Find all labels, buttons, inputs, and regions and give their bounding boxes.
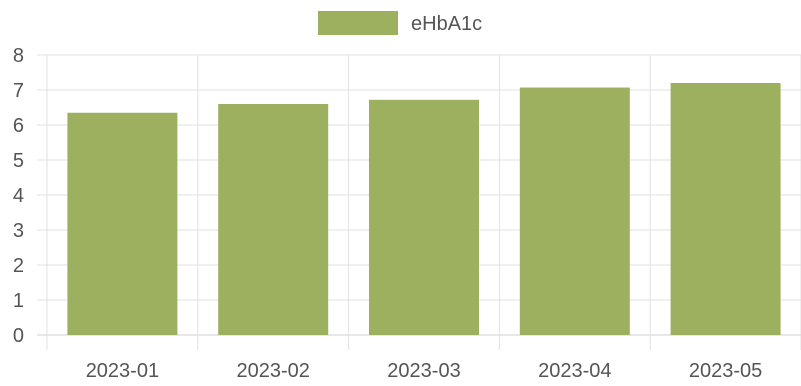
legend-label: eHbA1c — [411, 13, 482, 35]
y-tick-label: 6 — [13, 115, 24, 137]
legend[interactable]: eHbA1c — [318, 11, 482, 35]
legend-swatch — [318, 11, 398, 35]
x-tick-label: 2023-03 — [387, 360, 460, 382]
y-tick-label: 2 — [13, 255, 24, 277]
bar-2023-05[interactable] — [670, 83, 781, 335]
y-tick-label: 5 — [13, 150, 24, 172]
bar-2023-01[interactable] — [67, 112, 178, 335]
x-tick-label: 2023-05 — [689, 360, 762, 382]
y-tick-label: 4 — [13, 185, 24, 207]
bar-2023-04[interactable] — [519, 87, 630, 335]
y-tick-label: 1 — [13, 290, 24, 312]
x-tick-label: 2023-02 — [236, 360, 309, 382]
y-tick-label: 8 — [13, 45, 24, 67]
bars — [67, 83, 781, 335]
y-tick-label: 3 — [13, 220, 24, 242]
y-tick-label: 7 — [13, 80, 24, 102]
x-tick-label: 2023-01 — [86, 360, 159, 382]
y-axis: 0 1 2 3 4 5 6 7 8 — [13, 45, 24, 347]
x-axis: 2023-01 2023-02 2023-03 2023-04 2023-05 — [86, 360, 763, 382]
x-tick-label: 2023-04 — [538, 360, 611, 382]
bar-2023-03[interactable] — [369, 99, 479, 335]
bar-2023-02[interactable] — [218, 104, 329, 335]
y-tick-label: 0 — [13, 325, 24, 347]
